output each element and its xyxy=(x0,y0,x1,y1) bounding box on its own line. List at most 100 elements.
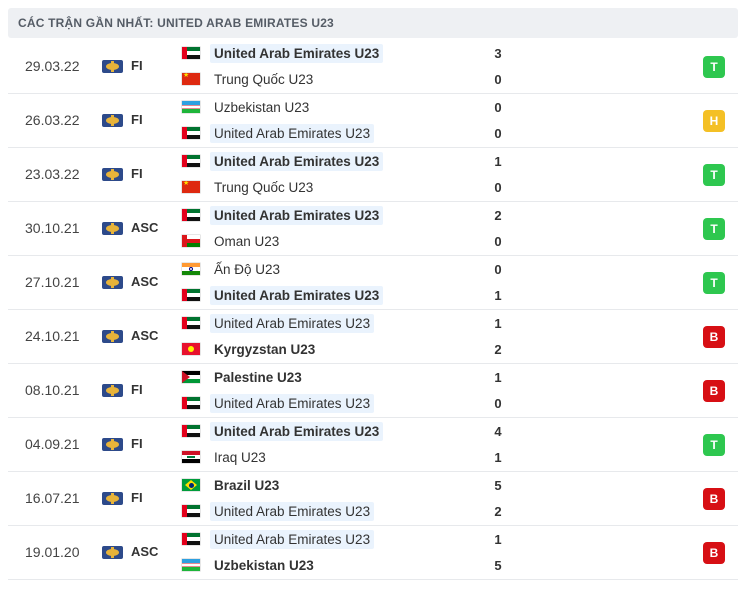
match-row[interactable]: 04.09.21 FI United Arab Emirates U23 Ira… xyxy=(8,418,738,472)
match-row[interactable]: 16.07.21 FI Brazil U23 United Arab Emira… xyxy=(8,472,738,526)
trophy-icon xyxy=(102,492,123,505)
home-team-name: Uzbekistan U23 xyxy=(214,99,310,115)
uzb-flag-icon xyxy=(182,101,200,113)
home-team[interactable]: Brazil U23 xyxy=(182,475,283,495)
result-badge: T xyxy=(703,272,725,294)
match-row[interactable]: 23.03.22 FI United Arab Emirates U23 Tru… xyxy=(8,148,738,202)
competition-label: ASC xyxy=(131,328,159,343)
away-team[interactable]: Trung Quốc U23 xyxy=(182,177,317,197)
home-score: 4 xyxy=(494,424,502,439)
away-team-name: Trung Quốc U23 xyxy=(214,179,314,195)
uae-flag-icon xyxy=(182,505,200,517)
trophy-icon xyxy=(102,60,123,73)
home-team-name: United Arab Emirates U23 xyxy=(210,529,375,549)
uae-flag-icon xyxy=(182,209,200,221)
result-badge: T xyxy=(703,164,725,186)
result-badge: T xyxy=(703,434,725,456)
uae-flag-icon xyxy=(182,127,200,139)
match-row[interactable]: 08.10.21 FI Palestine U23 United Arab Em… xyxy=(8,364,738,418)
home-score: 5 xyxy=(494,478,502,493)
away-score: 2 xyxy=(494,342,502,357)
iraq-flag-icon xyxy=(182,451,200,463)
home-team[interactable]: United Arab Emirates U23 xyxy=(182,205,384,225)
match-date: 26.03.22 xyxy=(25,112,80,128)
home-team[interactable]: United Arab Emirates U23 xyxy=(182,421,384,441)
home-team[interactable]: Palestine U23 xyxy=(182,367,306,387)
competition-label: FI xyxy=(131,166,143,181)
home-team[interactable]: United Arab Emirates U23 xyxy=(182,529,375,549)
trophy-icon xyxy=(102,276,123,289)
home-team[interactable]: Ấn Độ U23 xyxy=(182,259,284,279)
away-score: 0 xyxy=(494,180,502,195)
home-team-name: United Arab Emirates U23 xyxy=(210,151,384,171)
match-row[interactable]: 24.10.21 ASC United Arab Emirates U23 Ky… xyxy=(8,310,738,364)
result-badge: B xyxy=(703,326,725,348)
home-team[interactable]: United Arab Emirates U23 xyxy=(182,313,375,333)
away-score: 1 xyxy=(494,288,502,303)
away-score: 2 xyxy=(494,504,502,519)
away-team-name: Uzbekistan U23 xyxy=(214,557,314,573)
competition-label: FI xyxy=(131,382,143,397)
away-score: 0 xyxy=(494,126,502,141)
away-team[interactable]: United Arab Emirates U23 xyxy=(182,393,375,413)
match-row[interactable]: 30.10.21 ASC United Arab Emirates U23 Om… xyxy=(8,202,738,256)
match-row[interactable]: 29.03.22 FI United Arab Emirates U23 Tru… xyxy=(8,40,738,94)
away-score: 5 xyxy=(494,558,502,573)
home-score: 2 xyxy=(494,208,502,223)
result-badge: T xyxy=(703,56,725,78)
match-date: 30.10.21 xyxy=(25,220,80,236)
away-team[interactable]: Uzbekistan U23 xyxy=(182,555,318,575)
away-team-name: Iraq U23 xyxy=(214,449,266,465)
competition-label: FI xyxy=(131,490,143,505)
away-score: 1 xyxy=(494,450,502,465)
china-flag-icon xyxy=(182,73,200,85)
away-team[interactable]: United Arab Emirates U23 xyxy=(182,123,375,143)
away-score: 0 xyxy=(494,72,502,87)
india-flag-icon xyxy=(182,263,200,275)
result-badge: H xyxy=(703,110,725,132)
away-score: 0 xyxy=(494,234,502,249)
home-team-name: United Arab Emirates U23 xyxy=(210,43,384,63)
away-team-name: Oman U23 xyxy=(214,233,280,249)
trophy-icon xyxy=(102,222,123,235)
home-team[interactable]: United Arab Emirates U23 xyxy=(182,43,384,63)
away-team-name: United Arab Emirates U23 xyxy=(210,501,375,521)
home-team-name: United Arab Emirates U23 xyxy=(210,205,384,225)
away-team-name: United Arab Emirates U23 xyxy=(210,123,375,143)
competition-label: FI xyxy=(131,112,143,127)
away-team-name: Kyrgyzstan U23 xyxy=(214,341,316,357)
match-row[interactable]: 19.01.20 ASC United Arab Emirates U23 Uz… xyxy=(8,526,738,580)
home-team-name: Brazil U23 xyxy=(214,477,280,493)
match-list: 29.03.22 FI United Arab Emirates U23 Tru… xyxy=(8,40,738,580)
competition-label: ASC xyxy=(131,544,159,559)
uae-flag-icon xyxy=(182,425,200,437)
away-team[interactable]: United Arab Emirates U23 xyxy=(182,501,375,521)
home-team-name: Ấn Độ U23 xyxy=(214,261,281,277)
away-team[interactable]: Iraq U23 xyxy=(182,447,270,467)
match-row[interactable]: 27.10.21 ASC Ấn Độ U23 United Arab Emira… xyxy=(8,256,738,310)
trophy-icon xyxy=(102,168,123,181)
competition-label: FI xyxy=(131,58,143,73)
away-team[interactable]: Oman U23 xyxy=(182,231,283,251)
match-date: 16.07.21 xyxy=(25,490,80,506)
match-row[interactable]: 26.03.22 FI Uzbekistan U23 United Arab E… xyxy=(8,94,738,148)
home-team-name: United Arab Emirates U23 xyxy=(210,313,375,333)
uae-flag-icon xyxy=(182,47,200,59)
away-team[interactable]: Trung Quốc U23 xyxy=(182,69,317,89)
away-team[interactable]: United Arab Emirates U23 xyxy=(182,285,384,305)
trophy-icon xyxy=(102,114,123,127)
home-team[interactable]: United Arab Emirates U23 xyxy=(182,151,384,171)
home-team[interactable]: Uzbekistan U23 xyxy=(182,97,313,117)
away-team-name: United Arab Emirates U23 xyxy=(210,285,384,305)
match-date: 23.03.22 xyxy=(25,166,80,182)
match-date: 27.10.21 xyxy=(25,274,80,290)
away-team-name: United Arab Emirates U23 xyxy=(210,393,375,413)
match-date: 19.01.20 xyxy=(25,544,80,560)
away-team[interactable]: Kyrgyzstan U23 xyxy=(182,339,319,359)
match-date: 08.10.21 xyxy=(25,382,80,398)
trophy-icon xyxy=(102,546,123,559)
home-score: 1 xyxy=(494,532,502,547)
home-score: 0 xyxy=(494,262,502,277)
result-badge: B xyxy=(703,542,725,564)
trophy-icon xyxy=(102,384,123,397)
